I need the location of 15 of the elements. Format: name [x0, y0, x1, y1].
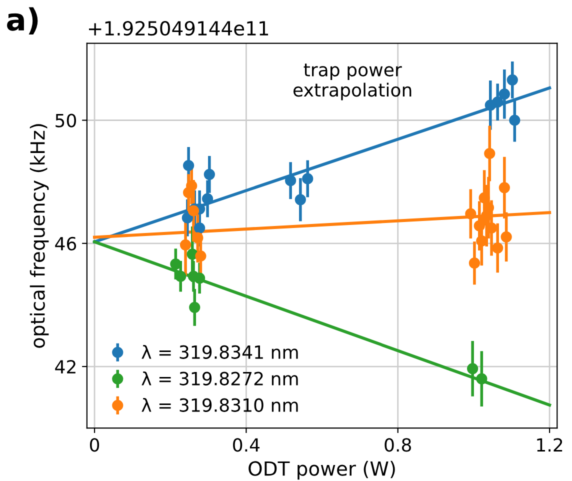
y-tick-label: 42	[55, 360, 76, 374]
annotation: trap power extrapolation	[293, 64, 412, 100]
x-tick-label: 0.4	[233, 438, 260, 452]
x-tick-label: 0	[90, 438, 100, 452]
y-tick-label: 46	[55, 236, 76, 250]
x-tick-label: 1.2	[537, 438, 562, 452]
x-tick-label: 0.8	[384, 438, 411, 452]
text: a)	[7, 7, 38, 34]
legend-label: λ = 319.8272 nm	[142, 371, 298, 386]
y-tick-label: 50	[56, 114, 76, 128]
y-axis-title: optical frequency (kHz)	[30, 124, 49, 348]
text: +1.925049144e11	[89, 20, 268, 36]
legend-label: λ = 319.8310 nm	[142, 398, 298, 412]
x-axis-title: ODT power (W)	[248, 460, 395, 480]
legend-label: λ = 319.8341 nm	[142, 344, 298, 359]
